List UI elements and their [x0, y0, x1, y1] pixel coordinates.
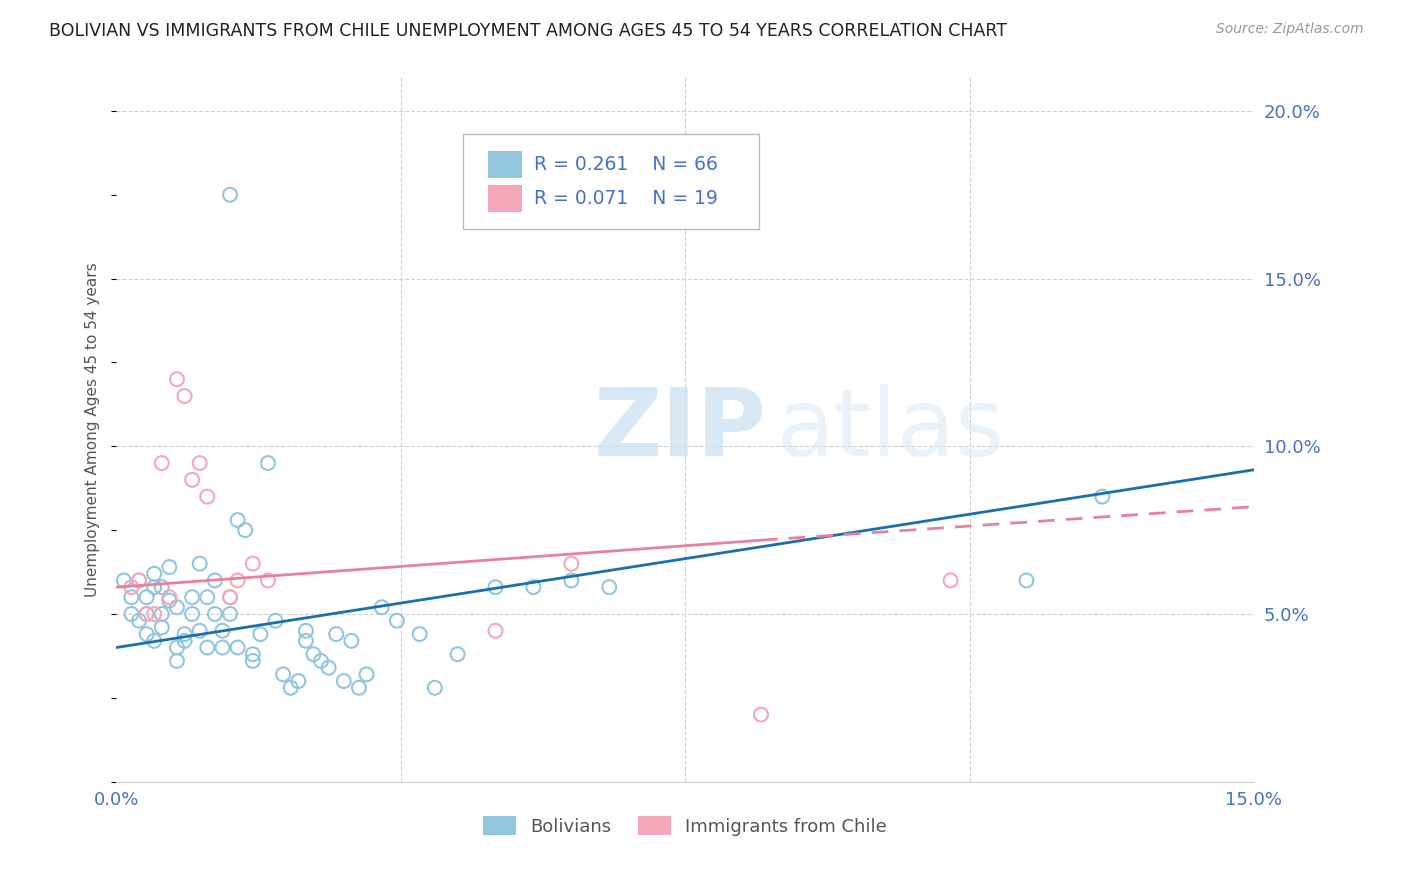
Point — [166, 372, 188, 386]
Point — [135, 607, 157, 621]
Point — [560, 574, 582, 588]
Point — [347, 681, 370, 695]
Point — [219, 607, 242, 621]
Legend: Bolivians, Immigrants from Chile: Bolivians, Immigrants from Chile — [477, 809, 894, 843]
Point — [385, 614, 408, 628]
Point — [302, 647, 325, 661]
Point — [226, 640, 249, 655]
Point — [195, 640, 218, 655]
Point — [143, 566, 166, 581]
Y-axis label: Unemployment Among Ages 45 to 54 years: Unemployment Among Ages 45 to 54 years — [86, 262, 100, 597]
FancyBboxPatch shape — [488, 186, 523, 212]
Point — [371, 600, 394, 615]
Point — [150, 456, 173, 470]
Point — [340, 633, 363, 648]
Point — [211, 640, 233, 655]
Point — [749, 707, 772, 722]
Point — [135, 591, 157, 605]
Point — [128, 574, 150, 588]
Point — [157, 560, 180, 574]
Point — [408, 627, 430, 641]
Point — [195, 591, 218, 605]
Point — [120, 591, 142, 605]
Point — [242, 557, 264, 571]
Point — [264, 614, 287, 628]
Point — [143, 580, 166, 594]
Text: BOLIVIAN VS IMMIGRANTS FROM CHILE UNEMPLOYMENT AMONG AGES 45 TO 54 YEARS CORRELA: BOLIVIAN VS IMMIGRANTS FROM CHILE UNEMPL… — [49, 22, 1007, 40]
Point — [333, 674, 356, 689]
Point — [143, 633, 166, 648]
Point — [1091, 490, 1114, 504]
Point — [181, 473, 204, 487]
Point — [257, 456, 280, 470]
Point — [219, 591, 242, 605]
Point — [120, 580, 142, 594]
Point — [157, 591, 180, 605]
Point — [1015, 574, 1038, 588]
Point — [150, 607, 173, 621]
Point — [219, 187, 242, 202]
Point — [446, 647, 468, 661]
Text: R = 0.071    N = 19: R = 0.071 N = 19 — [534, 189, 717, 208]
Point — [257, 574, 280, 588]
Point — [195, 490, 218, 504]
Point — [233, 523, 256, 537]
FancyBboxPatch shape — [463, 134, 759, 229]
Point — [173, 389, 195, 403]
Point — [135, 607, 157, 621]
Point — [128, 614, 150, 628]
Point — [318, 660, 340, 674]
Text: R = 0.261    N = 66: R = 0.261 N = 66 — [534, 155, 717, 174]
Point — [188, 624, 211, 638]
Point — [166, 654, 188, 668]
Point — [287, 674, 309, 689]
Point — [598, 580, 620, 594]
Point — [204, 607, 226, 621]
Point — [166, 600, 188, 615]
Point — [295, 624, 318, 638]
Point — [150, 620, 173, 634]
Point — [120, 607, 142, 621]
Point — [271, 667, 294, 681]
Text: atlas: atlas — [776, 384, 1004, 475]
Point — [249, 627, 271, 641]
Point — [188, 456, 211, 470]
Point — [173, 633, 195, 648]
Point — [173, 627, 195, 641]
Point — [242, 647, 264, 661]
Point — [211, 624, 233, 638]
Point — [226, 574, 249, 588]
Text: ZIP: ZIP — [595, 384, 768, 475]
Point — [181, 607, 204, 621]
Point — [280, 681, 302, 695]
Point — [226, 513, 249, 527]
Point — [939, 574, 962, 588]
Point — [166, 640, 188, 655]
Point — [325, 627, 347, 641]
Point — [181, 591, 204, 605]
Point — [112, 574, 135, 588]
Point — [219, 591, 242, 605]
FancyBboxPatch shape — [488, 152, 523, 178]
Point — [484, 580, 506, 594]
Point — [204, 574, 226, 588]
Point — [150, 580, 173, 594]
Point — [242, 654, 264, 668]
Text: Source: ZipAtlas.com: Source: ZipAtlas.com — [1216, 22, 1364, 37]
Point — [560, 557, 582, 571]
Point — [522, 580, 544, 594]
Point — [143, 607, 166, 621]
Point — [157, 593, 180, 607]
Point — [309, 654, 332, 668]
Point — [295, 633, 318, 648]
Point — [188, 557, 211, 571]
Point — [135, 627, 157, 641]
Point — [423, 681, 446, 695]
Point — [128, 574, 150, 588]
Point — [484, 624, 506, 638]
Point — [356, 667, 378, 681]
